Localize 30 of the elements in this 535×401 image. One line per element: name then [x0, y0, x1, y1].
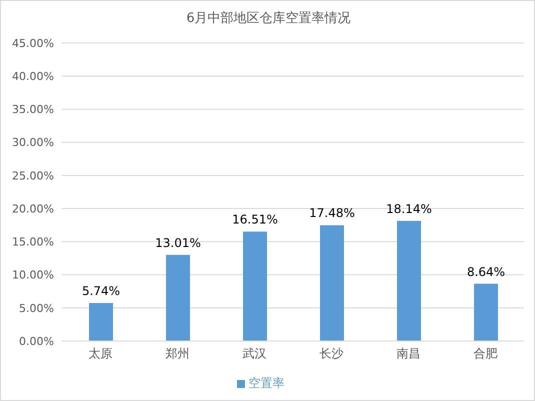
chart-title: 6月中部地区仓库空置率情况	[185, 10, 352, 27]
data-label: 8.64%	[466, 264, 506, 279]
x-tick-label: 郑州	[166, 346, 190, 361]
legend-label: 空置率	[248, 376, 284, 390]
y-tick-label: 45.00%	[12, 36, 54, 50]
y-tick-label: 15.00%	[12, 236, 54, 249]
x-tick-label: 武汉	[242, 346, 266, 361]
bar	[320, 225, 344, 341]
x-tick-label: 太原	[88, 346, 112, 361]
x-tick-label: 长沙	[320, 346, 344, 361]
y-tick-label: 40.00%	[12, 70, 54, 84]
bar	[397, 220, 421, 341]
data-label: 16.51%	[232, 212, 278, 227]
y-tick-label: 30.00%	[12, 136, 54, 150]
bar	[166, 254, 190, 341]
bar	[474, 284, 498, 341]
bar	[243, 232, 267, 341]
data-label: 13.01%	[155, 236, 201, 250]
bar	[89, 302, 113, 341]
y-tick-label: 10.00%	[12, 268, 54, 282]
x-tick-label: 南昌	[396, 346, 420, 361]
y-tick-label: 25.00%	[12, 169, 54, 182]
data-label: 18.14%	[386, 202, 432, 216]
y-tick-label: 20.00%	[12, 202, 54, 216]
data-label: 17.48%	[309, 206, 355, 220]
y-tick-label: 0.00%	[19, 334, 54, 348]
y-tick-label: 35.00%	[12, 103, 54, 116]
y-tick-label: 5.00%	[19, 302, 54, 315]
x-tick-label: 合肥	[474, 346, 498, 361]
data-label: 5.74%	[82, 284, 120, 298]
